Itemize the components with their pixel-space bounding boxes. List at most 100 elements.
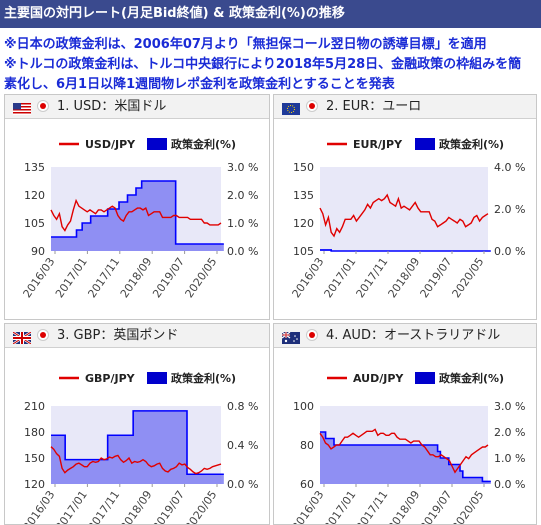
right-axis-tick-label: 3.0 %	[227, 161, 258, 174]
left-axis-tick-label: 135	[24, 161, 45, 174]
x-axis-tick-label: 2019/07	[418, 488, 455, 524]
right-axis-tick-label: 0.4 %	[227, 439, 258, 452]
left-axis-tick-label: 120	[24, 478, 45, 491]
legend-rate-label: GBP/JPY	[85, 372, 136, 385]
left-axis-tick-label: 105	[293, 245, 314, 258]
left-axis-tick-label: 120	[293, 217, 314, 230]
left-axis-tick-label: 80	[300, 439, 314, 452]
legend-rate-label: EUR/JPY	[353, 138, 403, 151]
x-axis-tick-label: 2020/05	[183, 488, 220, 524]
panel-label: 2. EUR：ユーロ	[326, 99, 422, 114]
panel-label: 1. USD：米国ドル	[57, 99, 167, 114]
x-axis-tick-label: 2018/09	[118, 255, 155, 300]
right-axis-tick-label: 0.0 %	[494, 478, 525, 491]
left-axis-tick-label: 135	[293, 189, 314, 202]
note-line-2: ※トルコの政策金利は、トルコ中央銀行により2018年5月28日、金融政策の枠組み…	[4, 57, 522, 72]
chart-panel-usd: 1. USD：米国ドル USD/JPY 政策金利(%) 135 120 105 90 3.0…	[4, 94, 270, 320]
legend-policy-swatch	[415, 372, 435, 384]
x-axis-tick-label: 2017/01	[53, 255, 90, 300]
right-axis-tick-label: 0.0 %	[227, 478, 258, 491]
policy-rate-line	[320, 249, 491, 252]
right-axis-tick-label: 0.0 %	[227, 245, 258, 258]
exchange-rate-line	[319, 428, 489, 474]
usd-jpy-chart: USD/JPY 政策金利(%) 135 120 105 90 3.0 % 2.0 % 1.0 %…	[21, 137, 259, 300]
left-axis-tick-label: 105	[24, 217, 45, 230]
policy-rate-line	[320, 431, 491, 483]
panel-title-bar: 1. USD：米国ドル	[5, 95, 269, 119]
legend-rate-label: AUD/JPY	[353, 372, 404, 385]
right-axis-tick-label: 0.8 %	[227, 400, 258, 413]
legend-policy-label: 政策金利(%)	[171, 371, 236, 385]
page-title: 主要国の対円レート(月足Bid終値) & 政策金利(%)の推移	[0, 0, 541, 28]
chart-panel-aud: 4. AUD：オーストラリアドル AUD/JPY 政策金利(%) 100 80 60 3.…	[273, 323, 537, 525]
legend-policy-swatch	[147, 372, 167, 384]
panel-title-bar: 4. AUD：オーストラリアドル	[274, 324, 536, 348]
plot-background	[320, 167, 488, 251]
note-line-1: ※日本の政策金利は、2006年07月より「無担保コール翌日物の誘導目標」を適用	[4, 37, 487, 52]
legend-rate-label: USD/JPY	[85, 138, 136, 151]
left-axis-tick-label: 150	[293, 161, 314, 174]
x-axis-tick-label: 2018/09	[118, 488, 155, 524]
panel-label: 4. AUD：オーストラリアドル	[326, 328, 501, 343]
x-axis-tick-label: 2017/11	[85, 255, 122, 300]
au-flag-icon	[281, 329, 300, 344]
x-axis-tick-label: 2016/03	[21, 488, 58, 524]
x-axis-tick-label: 2016/03	[21, 255, 58, 300]
policy-rate-line	[51, 180, 224, 245]
x-axis-tick-label: 2020/05	[450, 255, 487, 300]
x-axis-tick-label: 2017/01	[322, 488, 359, 524]
right-axis-tick-label: 2.0 %	[494, 426, 525, 439]
eur-jpy-chart: EUR/JPY 政策金利(%) 150 135 120 105 4.0 % 2.0 % 0.0 …	[290, 137, 526, 300]
eu-flag-icon	[282, 100, 300, 115]
x-axis-tick-label: 2017/11	[85, 488, 122, 524]
panel-label: 3. GBP：英国ポンド	[57, 328, 179, 343]
left-axis-tick-label: 100	[293, 400, 314, 413]
x-axis-tick-label: 2020/05	[450, 488, 487, 524]
chart-panel-eur: 2. EUR：ユーロ EUR/JPY 政策金利(%) 150 135 120 105 4.0…	[273, 94, 537, 320]
left-axis-tick-label: 180	[24, 426, 45, 439]
exchange-rate-line	[50, 198, 222, 232]
x-axis-tick-label: 2017/01	[53, 488, 90, 524]
legend-policy-swatch	[147, 138, 167, 150]
x-axis-tick-label: 2018/09	[386, 488, 423, 524]
right-axis-tick-label: 1.0 %	[227, 217, 258, 230]
legend-policy-label: 政策金利(%)	[171, 137, 236, 151]
right-axis-tick-label: 2.0 %	[494, 203, 525, 216]
legend-policy-label: 政策金利(%)	[439, 137, 504, 151]
right-axis-tick-label: 4.0 %	[494, 161, 525, 174]
left-axis-tick-label: 120	[24, 189, 45, 202]
legend-policy-swatch	[415, 138, 435, 150]
panel-title-bar: 3. GBP：英国ポンド	[5, 324, 269, 348]
x-axis-tick-label: 2016/03	[290, 488, 327, 524]
x-axis-tick-label: 2019/07	[150, 255, 187, 300]
x-axis-tick-label: 2020/05	[183, 255, 220, 300]
policy-rate-area	[51, 181, 224, 251]
left-axis-tick-label: 150	[24, 452, 45, 465]
note-line-3: 素化し、6月1日以降1週間物レポ金利を政策金利とすることを発表	[4, 77, 395, 92]
japan-flag-icon	[306, 100, 318, 112]
policy-rate-area	[51, 410, 224, 484]
japan-flag-icon	[37, 100, 49, 112]
us-flag-icon	[13, 100, 31, 115]
right-axis-tick-label: 3.0 %	[494, 400, 525, 413]
right-axis-tick-label: 0.0 %	[494, 245, 525, 258]
japan-flag-icon	[306, 329, 318, 341]
policy-rate-line	[51, 410, 224, 476]
x-axis-tick-label: 2017/11	[354, 488, 391, 524]
panel-title-bar: 2. EUR：ユーロ	[274, 95, 536, 119]
gbp-jpy-chart: GBP/JPY 政策金利(%) 210 180 150 120 0.8 % 0.4 % 0.0 …	[21, 371, 259, 524]
x-axis-tick-label: 2019/07	[150, 488, 187, 524]
right-axis-tick-label: 2.0 %	[227, 189, 258, 202]
aud-jpy-chart: AUD/JPY 政策金利(%) 100 80 60 3.0 % 2.0 % 1.0 % 0.0 …	[290, 371, 526, 524]
legend-policy-label: 政策金利(%)	[439, 371, 504, 385]
chart-panel-gbp: 3. GBP：英国ポンド GBP/JPY 政策金利(%) 210 180 150 120 0…	[4, 323, 270, 525]
exchange-rate-line	[319, 193, 489, 238]
exchange-rate-line	[50, 446, 222, 475]
left-axis-tick-label: 210	[24, 400, 45, 413]
japan-flag-icon	[37, 329, 49, 341]
left-axis-tick-label: 60	[300, 478, 314, 491]
left-axis-tick-label: 90	[31, 245, 45, 258]
right-axis-tick-label: 1.0 %	[494, 452, 525, 465]
uk-flag-icon	[12, 329, 32, 345]
